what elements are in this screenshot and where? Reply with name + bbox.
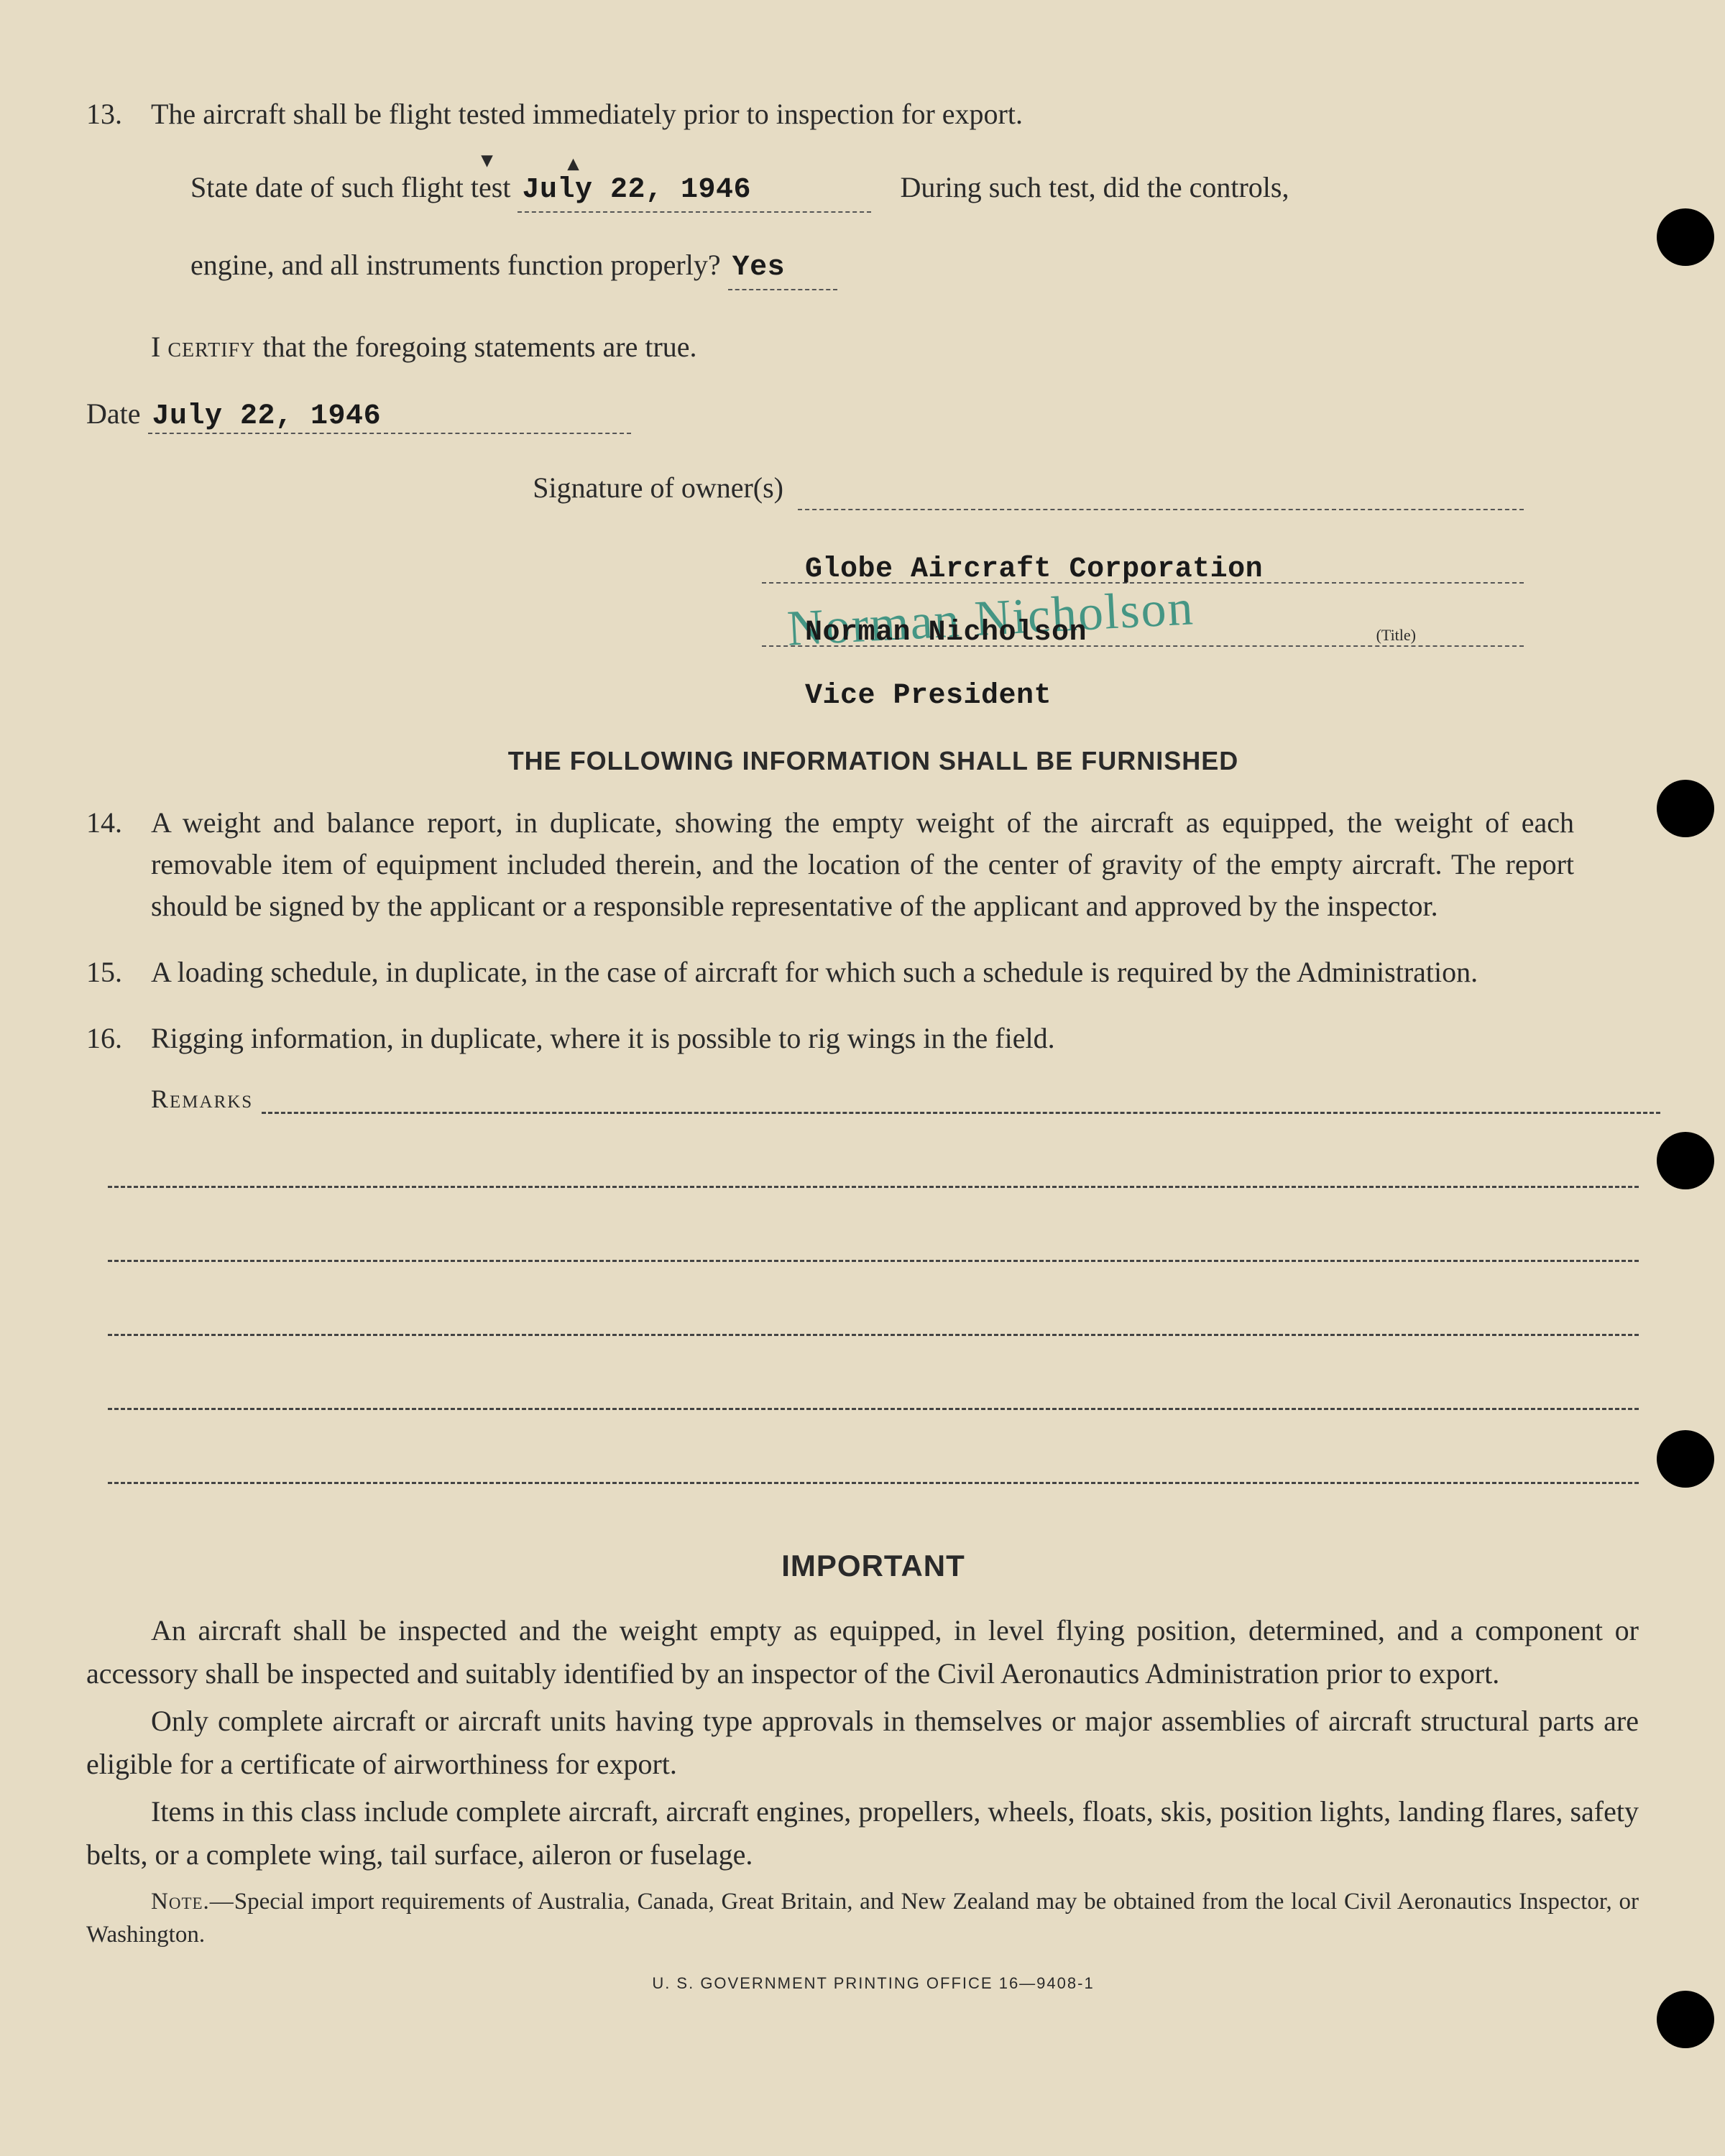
item-number: 15.	[86, 952, 151, 993]
item-number: 16.	[86, 1018, 151, 1059]
item-13-line3: engine, and all instruments function pro…	[190, 244, 1660, 290]
note-label: Note.—	[151, 1889, 234, 1915]
item-13: 13. The aircraft shall be flight tested …	[86, 93, 1660, 135]
item-15-text: A loading schedule, in duplicate, in the…	[151, 952, 1574, 993]
gpo-footer: U. S. GOVERNMENT PRINTING OFFICE 16—9408…	[86, 1974, 1660, 1993]
remarks-line-3	[108, 1253, 1639, 1262]
stray-mark: ▾	[482, 147, 492, 172]
title-sub-label: (Title)	[1376, 624, 1416, 647]
remarks-label: Remarks	[151, 1084, 253, 1114]
remarks-line-4	[108, 1327, 1639, 1336]
certify-statement: I certify that the foregoing statements …	[151, 326, 1660, 368]
punch-hole	[1657, 1132, 1714, 1189]
remarks-fill	[262, 1084, 1660, 1114]
certify-word: certify	[167, 331, 255, 363]
signature-name-field: Norman Nicholson Norman Nicholson (Title…	[762, 609, 1524, 647]
remarks-line-6	[108, 1475, 1639, 1484]
item-14-text: A weight and balance report, in duplicat…	[151, 802, 1574, 927]
remarks-line-1: Remarks	[151, 1084, 1660, 1114]
signature-block: Signature of owner(s) Globe Aircraft Cor…	[86, 467, 1660, 717]
signature-owner-line: Signature of owner(s)	[86, 467, 1524, 510]
signature-label: Signature of owner(s)	[533, 471, 783, 504]
function-properly-field: Yes	[728, 244, 837, 290]
item-13-line1: The aircraft shall be flight tested imme…	[151, 93, 1660, 135]
signature-name-line: Norman Nicholson Norman Nicholson (Title…	[86, 609, 1524, 651]
item-number: 13.	[86, 93, 151, 135]
punch-hole	[1657, 1430, 1714, 1488]
signature-title-value: Vice President	[805, 680, 1052, 712]
important-p2: Only complete aircraft or aircraft units…	[86, 1700, 1639, 1786]
flight-test-label: State date of such flight test	[190, 171, 510, 203]
signature-name-value: Norman Nicholson	[805, 617, 1087, 649]
important-p3: Items in this class include complete air…	[86, 1790, 1639, 1876]
important-note: Note.—Special import requirements of Aus…	[86, 1885, 1639, 1951]
date-line: Date July 22, 1946	[86, 397, 1660, 434]
item-14: 14. A weight and balance report, in dupl…	[86, 802, 1660, 927]
function-properly-label: engine, and all instruments function pro…	[190, 249, 721, 281]
important-header: IMPORTANT	[86, 1549, 1660, 1583]
item-15: 15. A loading schedule, in duplicate, in…	[86, 952, 1660, 993]
signature-company-value: Globe Aircraft Corporation	[805, 553, 1263, 586]
item-number: 14.	[86, 802, 151, 927]
remarks-line-5	[108, 1401, 1639, 1410]
date-value: July 22, 1946	[152, 400, 382, 433]
certify-rest: that the foregoing statements are true.	[255, 331, 696, 363]
remarks-line-2	[108, 1179, 1639, 1188]
certify-i: I	[151, 331, 167, 363]
item-16: 16. Rigging information, in duplicate, w…	[86, 1018, 1660, 1059]
signature-company-line: Globe Aircraft Corporation	[86, 546, 1524, 588]
furnish-header: THE FOLLOWING INFORMATION SHALL BE FURNI…	[86, 746, 1660, 776]
during-test-label: During such test, did the controls,	[900, 171, 1289, 203]
signature-owner-field	[798, 467, 1524, 510]
stray-mark: ▴	[568, 151, 579, 176]
note-text: Special import requirements of Australia…	[86, 1889, 1639, 1948]
date-field: July 22, 1946	[148, 397, 631, 434]
remarks-section: Remarks	[86, 1084, 1660, 1484]
important-p1: An aircraft shall be inspected and the w…	[86, 1609, 1639, 1695]
item-16-text: Rigging information, in duplicate, where…	[151, 1018, 1574, 1059]
punch-hole	[1657, 780, 1714, 837]
punch-hole	[1657, 208, 1714, 266]
item-13-line2: State date of such flight test July 22, …	[190, 167, 1660, 213]
signature-company-field: Globe Aircraft Corporation	[762, 546, 1524, 584]
punch-hole	[1657, 1991, 1714, 2048]
flight-test-date-value: July 22, 1946	[522, 174, 751, 206]
function-properly-value: Yes	[732, 252, 786, 284]
form-page: ▾ ▴ 13. The aircraft shall be flight tes…	[0, 0, 1725, 2156]
signature-title-line: Vice President	[86, 673, 1524, 717]
date-label: Date	[86, 397, 141, 430]
